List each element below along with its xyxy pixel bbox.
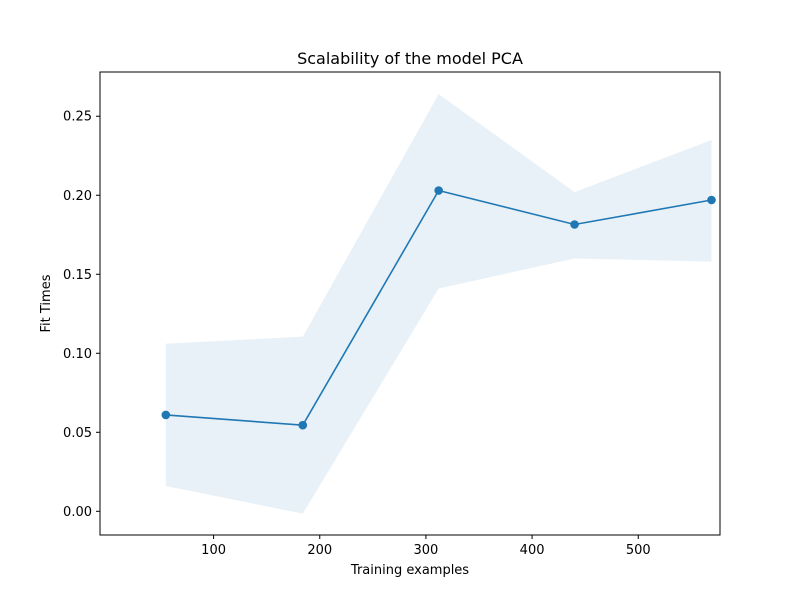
x-tick-label: 200 [307, 543, 332, 558]
y-tick-label: 0.00 [63, 505, 92, 520]
data-point [298, 420, 308, 430]
data-point [707, 195, 716, 205]
chart-title: Scalability of the model PCA [297, 49, 523, 68]
x-tick-label: 400 [520, 543, 545, 558]
y-axis-label: Fit Times [39, 274, 54, 332]
x-axis: 100 200 300 400 500 [201, 535, 651, 558]
y-tick-label: 0.25 [63, 110, 92, 125]
y-tick-label: 0.15 [63, 268, 92, 283]
y-axis: 0.00 0.05 0.10 0.15 0.20 0.25 [63, 110, 100, 520]
data-point [434, 186, 443, 195]
data-point [161, 410, 171, 420]
data-point [570, 220, 579, 229]
x-tick-label: 300 [414, 543, 439, 558]
y-tick-label: 0.05 [63, 426, 92, 441]
x-tick-label: 500 [626, 543, 651, 558]
confidence-band-0 [165, 94, 712, 514]
axes-frame [99, 71, 721, 536]
y-tick-label: 0.20 [63, 189, 92, 204]
x-tick-label: 100 [201, 543, 226, 558]
y-tick-label: 0.10 [63, 347, 92, 362]
x-axis-label: Training examples [350, 563, 469, 578]
plot-area [161, 94, 716, 514]
